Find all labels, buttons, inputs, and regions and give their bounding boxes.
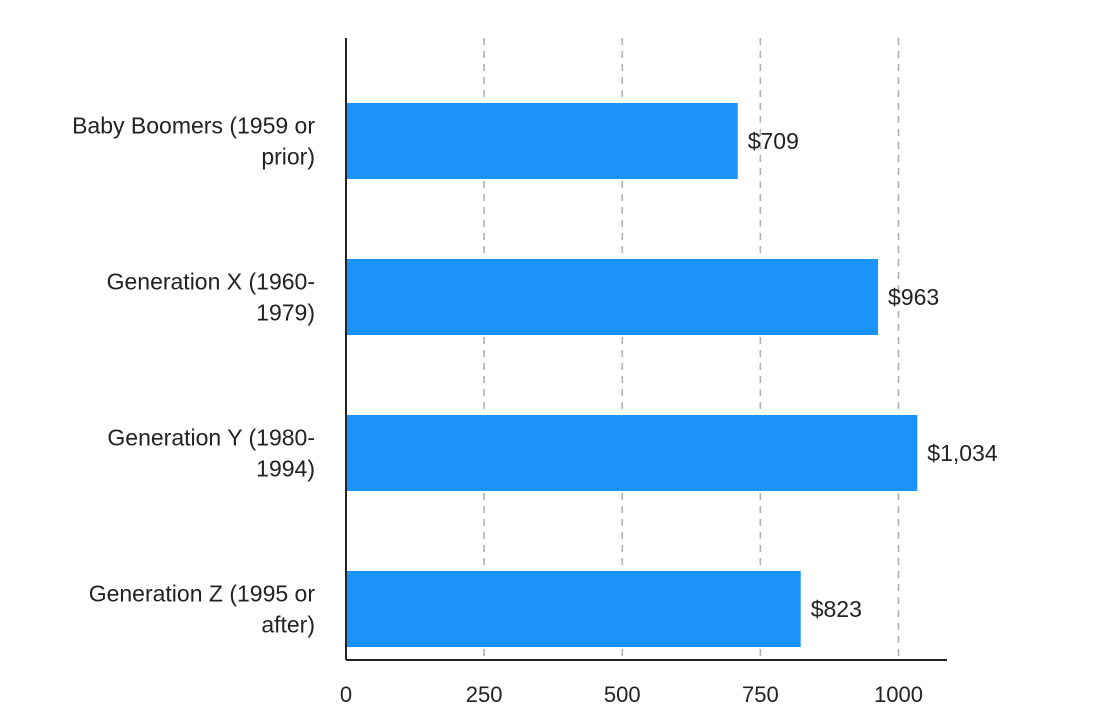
category-label-3-line-0: Generation Z (1995 or: [89, 581, 316, 607]
bar-0: [346, 103, 738, 179]
category-label-1-line-0: Generation X (1960-: [107, 269, 315, 295]
x-tick-label-250: 250: [466, 682, 503, 707]
category-label-0-line-1: prior): [261, 144, 315, 170]
bar-1: [346, 259, 879, 335]
x-tick-label-500: 500: [604, 682, 641, 707]
category-label-3-line-1: after): [261, 612, 315, 638]
category-label-0-line-0: Baby Boomers (1959 or: [72, 113, 315, 139]
value-label-3: $823: [811, 596, 862, 622]
x-tick-label-750: 750: [742, 682, 779, 707]
bar-3: [346, 571, 801, 647]
category-label-2-line-0: Generation Y (1980-: [107, 425, 315, 451]
category-label-2-line-1: 1994): [256, 456, 315, 482]
bars: [346, 103, 918, 647]
value-label-1: $963: [888, 284, 939, 310]
value-label-2: $1,034: [927, 440, 998, 466]
axes: [345, 38, 947, 661]
value-label-0: $709: [748, 128, 799, 154]
x-tick-label-0: 0: [340, 682, 352, 707]
bar-2: [346, 415, 918, 491]
labels: $709 Baby Boomers (1959 or prior) $963 Gener…: [72, 113, 998, 708]
x-tick-label-1000: 1000: [874, 682, 923, 707]
category-label-1-line-1: 1979): [256, 300, 315, 326]
